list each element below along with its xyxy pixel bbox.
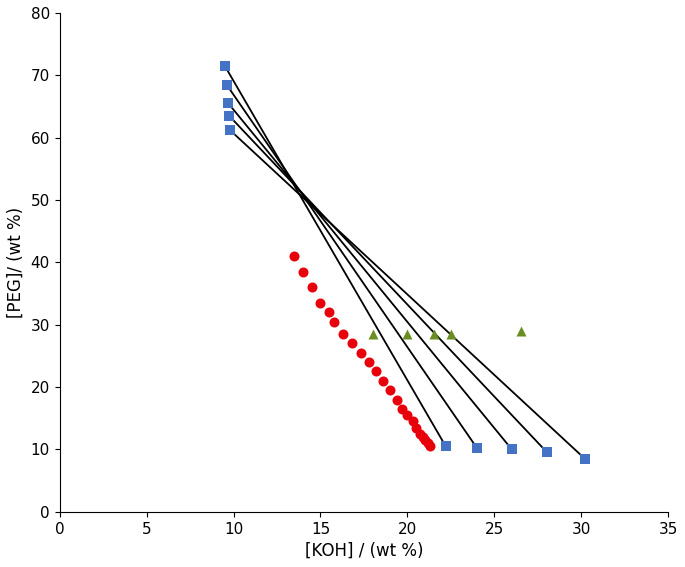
Point [471,443,482,452]
Point [306,283,317,292]
Point [315,298,326,307]
Point [297,267,308,276]
Y-axis label: [PEG]/ (wt %): [PEG]/ (wt %) [7,207,25,318]
Point [506,445,517,454]
Point [225,126,236,135]
Point [580,454,590,463]
Point [407,417,418,426]
Point [445,329,456,338]
Point [329,317,340,326]
Point [418,433,429,442]
Point [377,376,388,386]
Point [324,308,335,317]
Point [392,395,403,404]
Point [402,411,413,420]
Point [423,439,434,448]
Point [355,348,366,357]
Point [419,435,430,445]
Point [224,111,235,120]
Point [425,442,436,451]
Point [411,423,422,432]
Point [289,252,300,261]
Point [440,442,451,451]
Point [541,447,552,456]
Point [364,358,375,367]
Point [515,327,526,336]
Point [384,386,395,395]
Point [338,329,349,338]
Point [414,429,425,438]
X-axis label: [KOH] / (wt %): [KOH] / (wt %) [305,542,423,560]
Point [367,329,378,338]
Point [221,80,232,89]
Point [223,99,234,108]
Point [219,61,230,70]
Point [428,329,439,338]
Point [397,404,408,413]
Point [347,339,358,348]
Point [402,329,413,338]
Point [371,367,382,376]
